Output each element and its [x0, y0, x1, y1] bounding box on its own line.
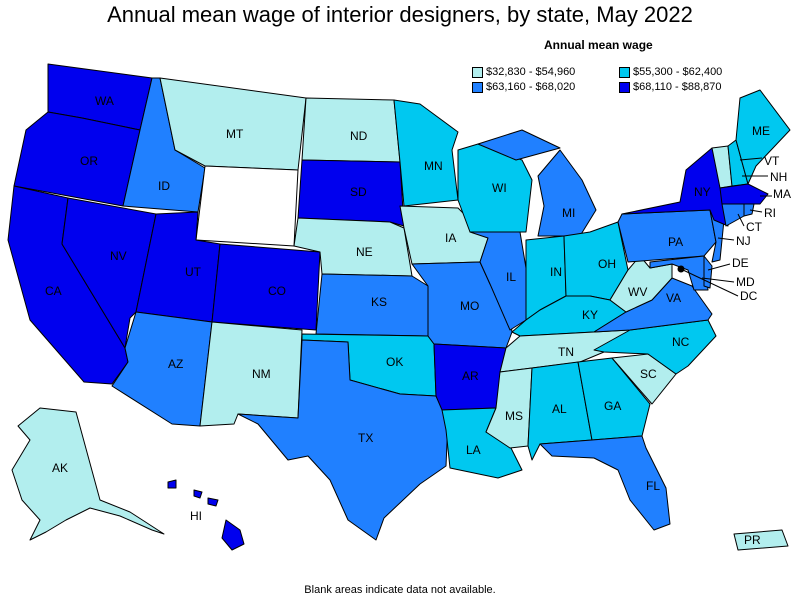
- state-label-id: ID: [158, 179, 170, 193]
- state-nm[interactable]: [199, 321, 303, 427]
- state-ri[interactable]: [743, 203, 755, 217]
- state-label-mi: MI: [562, 206, 575, 220]
- state-label-pr: PR: [744, 533, 761, 547]
- map-title: Annual mean wage of interior designers, …: [107, 2, 693, 27]
- state-label-oh: OH: [598, 257, 616, 271]
- state-ga[interactable]: [577, 357, 651, 441]
- state-label-or: OR: [80, 154, 98, 168]
- legend-item: $32,830 - $54,960: [472, 66, 575, 79]
- state-label-nm: NM: [252, 367, 271, 381]
- state-label-wa: WA: [95, 94, 114, 108]
- state-label-nj: NJ: [736, 234, 751, 248]
- state-label-la: LA: [466, 443, 481, 457]
- state-label-ct: CT: [746, 220, 763, 234]
- state-label-ok: OK: [386, 355, 403, 369]
- state-label-sc: SC: [640, 367, 657, 381]
- state-de[interactable]: [703, 255, 713, 289]
- state-label-al: AL: [552, 402, 567, 416]
- state-label-ut: UT: [185, 265, 202, 279]
- state-label-tn: TN: [558, 345, 574, 359]
- legend-item: $63,160 - $68,020: [472, 81, 575, 94]
- state-label-ri: RI: [764, 206, 776, 220]
- state-hi[interactable]: [167, 479, 245, 551]
- state-label-me: ME: [752, 124, 770, 138]
- state-mn[interactable]: [393, 99, 459, 207]
- state-label-fl: FL: [646, 479, 660, 493]
- state-label-mt: MT: [226, 127, 244, 141]
- state-label-ky: KY: [582, 308, 598, 322]
- state-wy[interactable]: [195, 165, 299, 247]
- state-label-ms: MS: [505, 409, 523, 423]
- state-label-ia: IA: [445, 231, 456, 245]
- state-pr[interactable]: [733, 529, 789, 551]
- state-label-az: AZ: [168, 357, 183, 371]
- legend-swatch: [619, 66, 630, 78]
- dc-marker: [677, 265, 685, 273]
- state-label-co: CO: [268, 284, 286, 298]
- state-co[interactable]: [211, 243, 321, 331]
- state-mi[interactable]: [477, 129, 597, 237]
- state-label-ne: NE: [356, 245, 373, 259]
- state-label-mo: MO: [460, 299, 479, 313]
- state-label-nh: NH: [770, 170, 787, 184]
- state-label-sd: SD: [350, 185, 367, 199]
- footnote: Blank areas indicate data not available.: [304, 584, 496, 596]
- state-label-nc: NC: [672, 335, 690, 349]
- state-ak[interactable]: [11, 407, 165, 541]
- state-label-ks: KS: [371, 295, 387, 309]
- state-tx[interactable]: [237, 339, 449, 541]
- state-label-tx: TX: [358, 431, 373, 445]
- state-label-ar: AR: [462, 369, 479, 383]
- state-label-ma: MA: [773, 187, 791, 201]
- state-ma[interactable]: [719, 183, 769, 205]
- state-label-va: VA: [666, 291, 681, 305]
- state-label-wv: WV: [628, 285, 647, 299]
- state-label-il: IL: [506, 270, 516, 284]
- state-pa[interactable]: [617, 209, 717, 263]
- state-label-mn: MN: [424, 159, 443, 173]
- legend-item: $68,110 - $88,870: [619, 81, 721, 94]
- state-label-de: DE: [732, 256, 749, 270]
- state-label-dc: DC: [740, 289, 758, 303]
- state-sd[interactable]: [297, 159, 405, 227]
- state-label-wi: WI: [492, 181, 507, 195]
- state-label-ak: AK: [52, 461, 68, 475]
- state-label-hi: HI: [190, 509, 202, 523]
- state-fl[interactable]: [539, 435, 671, 531]
- state-il[interactable]: [469, 231, 527, 331]
- legend-swatch: [472, 66, 483, 78]
- state-label-md: MD: [736, 275, 755, 289]
- state-label-ga: GA: [604, 399, 621, 413]
- state-label-nv: NV: [110, 249, 127, 263]
- state-label-vt: VT: [764, 154, 780, 168]
- state-label-pa: PA: [668, 235, 683, 249]
- state-label-ca: CA: [45, 284, 62, 298]
- legend-title: Annual mean wage: [544, 38, 653, 52]
- state-label-in: IN: [550, 265, 562, 279]
- legend-item: $55,300 - $62,400: [619, 66, 722, 79]
- state-ct[interactable]: [721, 203, 745, 227]
- state-label-nd: ND: [350, 129, 368, 143]
- legend-swatch: [472, 81, 483, 93]
- state-label-ny: NY: [694, 185, 711, 199]
- legend-swatch: [619, 81, 630, 93]
- label-leaders: [682, 157, 772, 297]
